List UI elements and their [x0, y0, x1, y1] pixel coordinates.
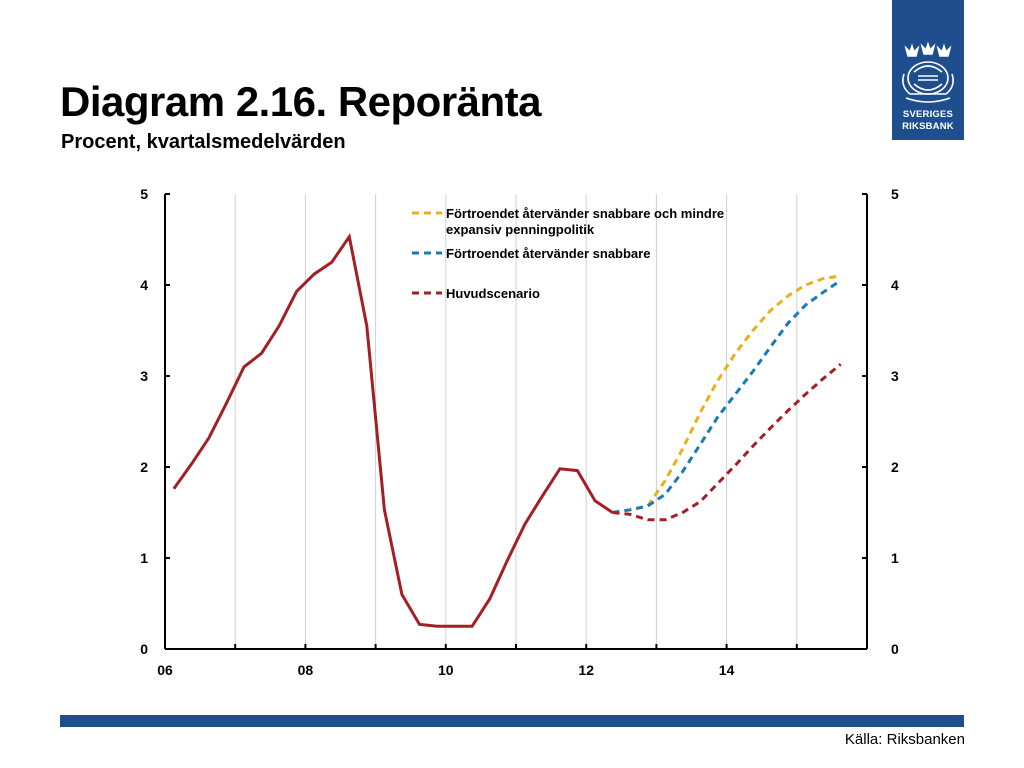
legend-label: Huvudscenario	[446, 286, 540, 301]
series-line-1	[612, 279, 842, 514]
axis-layer: 0 01 12 23 34 45 506 08 10 12 14	[140, 186, 899, 678]
source-note: Källa: Riksbanken	[844, 731, 965, 748]
y-tick-label-left: 5	[140, 186, 148, 202]
bottom-bar	[60, 715, 964, 727]
y-tick-label-right: 3	[891, 368, 899, 384]
x-tick-label: 06	[157, 662, 173, 678]
y-tick-label-left: 4	[140, 277, 148, 293]
legend-label: Förtroendet återvänder snabbare	[446, 246, 650, 261]
crown-seal-icon	[902, 41, 954, 103]
y-tick-label-left: 3	[140, 368, 148, 384]
chart-legend: Förtroendet återvänder snabbare och mind…	[412, 206, 724, 301]
riksbank-logo: SVERIGES RIKSBANK	[892, 0, 964, 140]
legend-label: expansiv penningpolitik	[446, 222, 595, 237]
x-tick-label: 10	[438, 662, 454, 678]
y-tick-label-right: 0	[891, 641, 899, 657]
logo-text-line2: RIKSBANK	[902, 121, 954, 132]
page-title: Diagram 2.16. Reporänta	[60, 78, 542, 125]
y-tick-label-right: 5	[891, 186, 899, 202]
series-line-main-forecast	[612, 363, 842, 522]
y-tick-label-right: 2	[891, 459, 899, 475]
y-tick-label-left: 0	[140, 641, 148, 657]
x-tick-label: 08	[298, 662, 314, 678]
series-line-0	[612, 274, 841, 514]
y-tick-label-right: 1	[891, 550, 899, 566]
x-tick-label: 14	[719, 662, 735, 678]
x-tick-label: 12	[578, 662, 594, 678]
line-chart: 0 01 12 23 34 45 506 08 10 12 14 Förtroendet återv…	[140, 186, 899, 678]
y-tick-label-right: 4	[891, 277, 899, 293]
grid-layer	[234, 194, 798, 649]
y-tick-label-left: 2	[140, 459, 148, 475]
series-line-main-outcome	[172, 233, 614, 628]
series-layer	[172, 233, 842, 628]
page-subtitle: Procent, kvartalsmedelvärden	[61, 131, 346, 153]
y-tick-label-left: 1	[140, 550, 148, 566]
legend-label: Förtroendet återvänder snabbare och mind…	[446, 206, 724, 221]
logo-text-line1: SVERIGES	[902, 109, 954, 120]
